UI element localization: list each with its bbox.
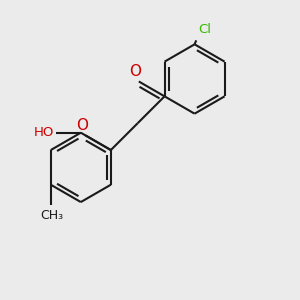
Text: CH₃: CH₃ xyxy=(40,209,63,223)
Text: Cl: Cl xyxy=(198,23,211,36)
Text: HO: HO xyxy=(34,126,54,139)
Text: O: O xyxy=(76,118,88,133)
Text: O: O xyxy=(130,64,142,79)
